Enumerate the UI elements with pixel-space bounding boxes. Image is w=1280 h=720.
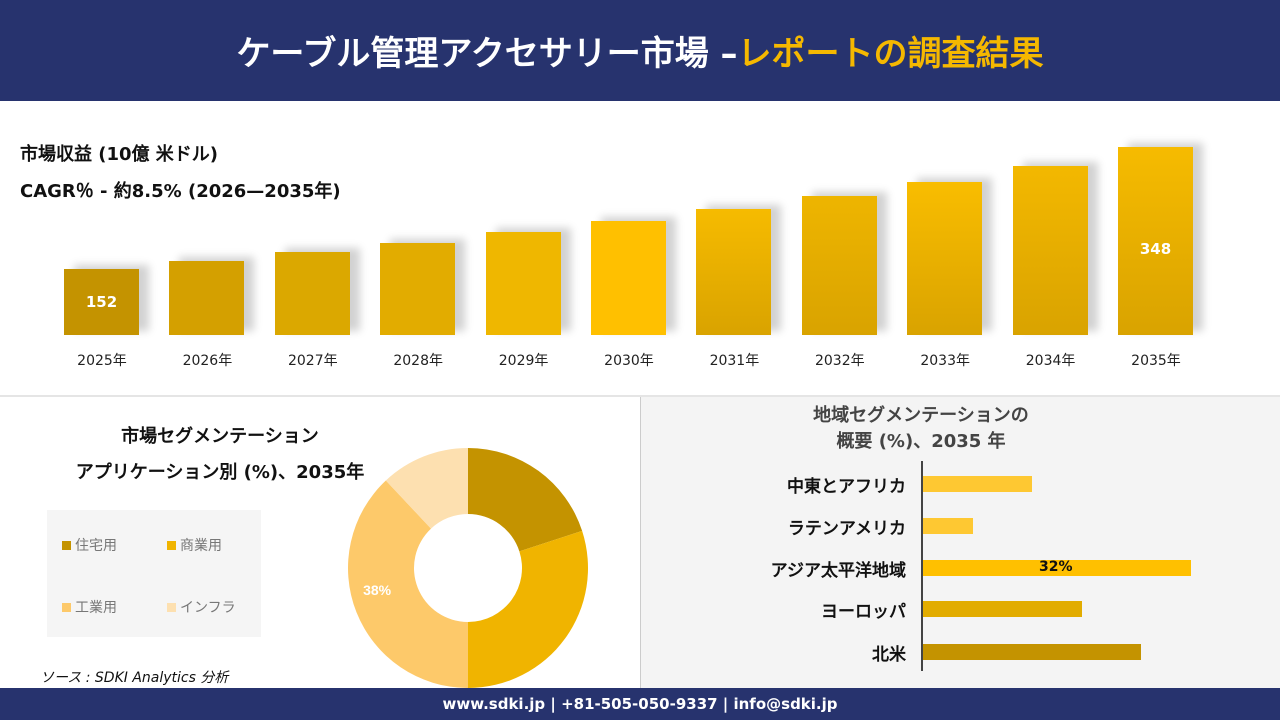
revenue-bar — [591, 221, 666, 335]
page-header: ケーブル管理アクセサリー市場 – レポートの調査結果 — [0, 0, 1280, 101]
revenue-label: 市場収益 (10億 米ドル) — [20, 144, 219, 165]
revenue-bar — [64, 269, 139, 335]
region-label: 中東とアフリカ — [787, 477, 906, 497]
region-title-1: 地域セグメンテーションの — [813, 405, 1029, 426]
region-bar — [923, 601, 1083, 617]
segment-title-1: 市場セグメンテーション — [121, 426, 319, 447]
legend-item: 商業用 — [167, 535, 222, 555]
legend-label: 工業用 — [75, 600, 117, 616]
region-title-2: 概要 (%)、2035 年 — [836, 431, 1006, 452]
revenue-bar — [907, 181, 983, 335]
x-tick-label: 2034年 — [1025, 353, 1076, 369]
legend-swatch — [167, 540, 176, 550]
legend-label: インフラ — [180, 600, 236, 616]
x-tick-label: 2035年 — [1131, 353, 1181, 369]
legend-swatch — [62, 540, 71, 550]
legend-item: 住宅用 — [62, 535, 117, 555]
region-bar — [923, 560, 1191, 576]
legend-label: 住宅用 — [75, 538, 117, 554]
x-tick-label: 2033年 — [920, 353, 970, 369]
revenue-bar — [1012, 166, 1088, 335]
cagr-label: CAGR％ - 約8.5% (2026—2035年) — [20, 181, 341, 202]
title-highlight: レポートの調査結果 — [737, 34, 1044, 74]
region-label: ヨーロッパ — [821, 602, 906, 622]
x-tick-label: 2029年 — [498, 353, 549, 369]
region-bar — [923, 518, 974, 534]
application-donut-chart: 38% — [348, 448, 588, 688]
region-axis — [921, 461, 923, 671]
region-bar — [923, 476, 1032, 492]
region-label: アジア太平洋地域 — [770, 561, 906, 581]
bar-data-label: 348 — [1139, 240, 1172, 258]
revenue-bar — [696, 209, 772, 335]
x-tick-label: 2026年 — [182, 353, 233, 369]
legend-label: 商業用 — [180, 538, 222, 554]
donut-slice — [385, 448, 468, 529]
x-tick-label: 2028年 — [393, 353, 443, 369]
donut-legend: 住宅用 商業用工業用 インフラ — [47, 510, 261, 637]
region-label: 北米 — [872, 645, 906, 665]
legend-swatch — [167, 602, 176, 612]
revenue-bar-chart: 152 2025年 2026年 2027年 2028年 2029年 2030年 2031年 20… — [0, 120, 1280, 390]
x-tick-label: 2030年 — [604, 353, 654, 369]
region-bar — [923, 644, 1141, 660]
legend-item: インフラ — [167, 597, 236, 617]
segment-title-2: アプリケーション別 (%)、2035年 — [75, 462, 365, 483]
revenue-bar — [380, 242, 456, 335]
revenue-bar — [169, 260, 245, 335]
revenue-bar — [1118, 147, 1193, 335]
donut-slice — [468, 448, 583, 552]
title-main: ケーブル管理アクセサリー市場 – — [236, 34, 738, 74]
revenue-bar — [485, 232, 561, 335]
x-tick-label: 2031年 — [709, 353, 760, 369]
region-data-label: 32% — [1039, 559, 1073, 575]
bar-data-label: 152 — [85, 293, 118, 311]
revenue-bar — [801, 196, 877, 335]
donut-data-label: 38% — [363, 582, 392, 598]
donut-slice — [348, 480, 468, 688]
legend-swatch — [62, 602, 71, 612]
source-note: ソース : SDKI Analytics 分析 — [40, 670, 229, 686]
footer-contact: www.sdki.jp | +81-505-050-9337 | info@sd… — [0, 688, 1280, 720]
x-tick-label: 2032年 — [814, 353, 865, 369]
divider — [0, 395, 1280, 397]
regional-panel: 地域セグメンテーションの 概要 (%)、2035 年 中東とアフリカ ラテンアメリ… — [640, 397, 1280, 688]
legend-item: 工業用 — [62, 597, 117, 617]
region-label: ラテンアメリカ — [787, 519, 906, 539]
x-tick-label: 2025年 — [77, 353, 127, 369]
donut-slice — [468, 530, 588, 688]
x-tick-label: 2027年 — [287, 353, 338, 369]
revenue-bar — [274, 252, 350, 335]
